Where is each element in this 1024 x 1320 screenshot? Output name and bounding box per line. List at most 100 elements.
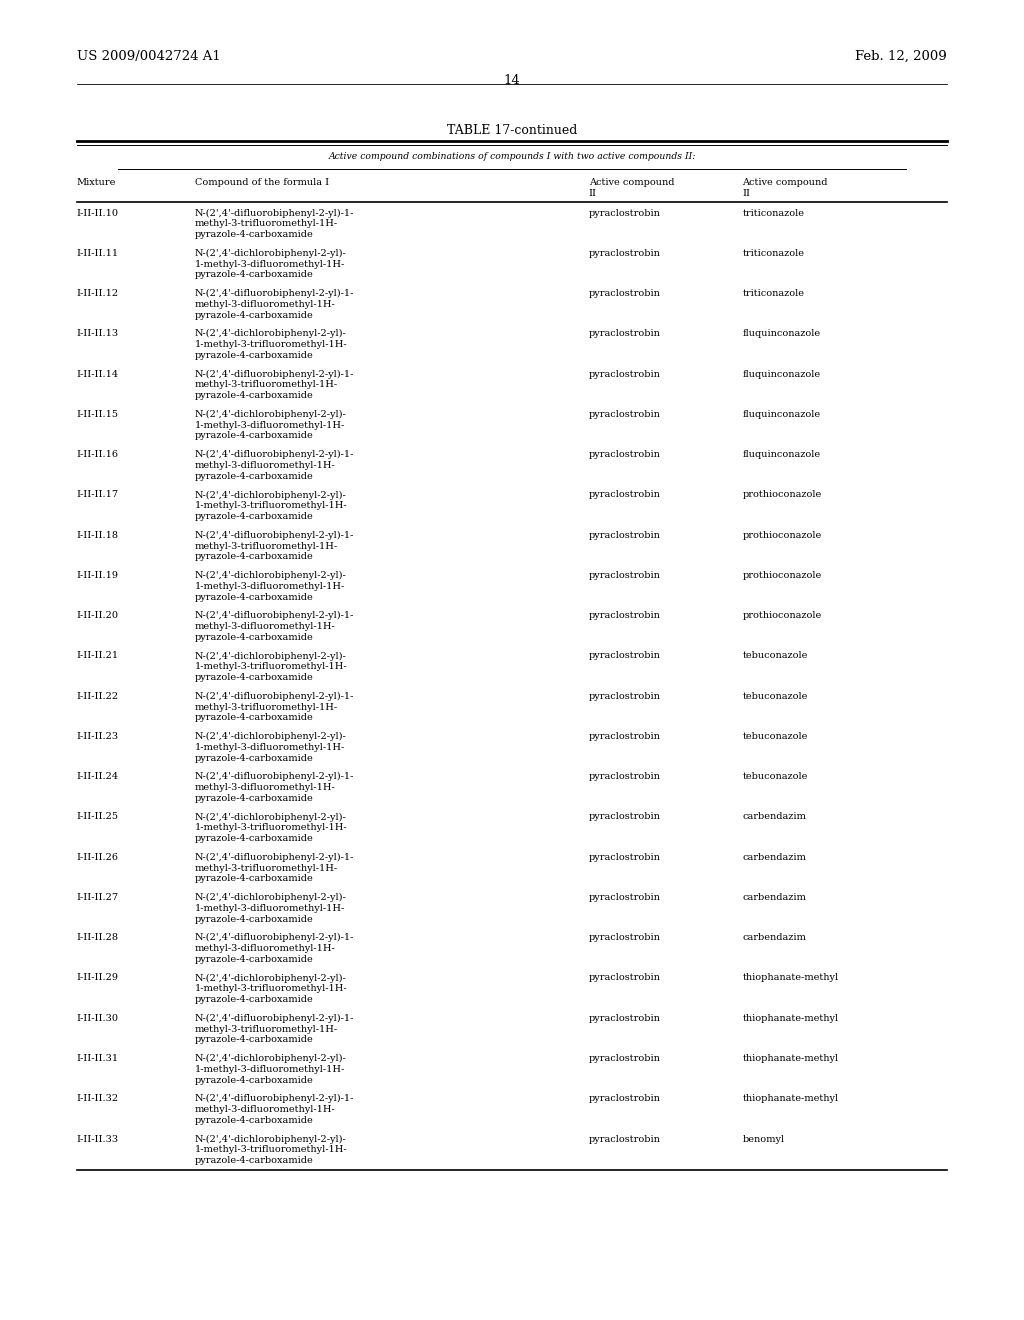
Text: I-II-II.33: I-II-II.33: [77, 1135, 119, 1143]
Text: Compound of the formula I: Compound of the formula I: [195, 178, 329, 187]
Text: TABLE 17-continued: TABLE 17-continued: [446, 124, 578, 137]
Text: fluquinconazole: fluquinconazole: [742, 370, 820, 379]
Text: fluquinconazole: fluquinconazole: [742, 330, 820, 338]
Text: I-II-II.28: I-II-II.28: [77, 933, 119, 942]
Text: I-II-II.31: I-II-II.31: [77, 1053, 119, 1063]
Text: thiophanate-methyl: thiophanate-methyl: [742, 1014, 839, 1023]
Text: I-II-II.13: I-II-II.13: [77, 330, 119, 338]
Text: N-(2',4'-dichlorobiphenyl-2-yl)-
1-methyl-3-trifluoromethyl-1H-
pyrazole-4-carbo: N-(2',4'-dichlorobiphenyl-2-yl)- 1-methy…: [195, 1135, 347, 1166]
Text: benomyl: benomyl: [742, 1135, 784, 1143]
Text: I-II-II.27: I-II-II.27: [77, 892, 119, 902]
Text: I-II-II.18: I-II-II.18: [77, 531, 119, 540]
Text: pyraclostrobin: pyraclostrobin: [589, 1053, 660, 1063]
Text: pyraclostrobin: pyraclostrobin: [589, 772, 660, 781]
Text: 14: 14: [504, 74, 520, 87]
Text: I-II-II.23: I-II-II.23: [77, 731, 119, 741]
Text: US 2009/0042724 A1: US 2009/0042724 A1: [77, 50, 220, 63]
Text: N-(2',4'-difluorobiphenyl-2-yl)-1-
methyl-3-trifluoromethyl-1H-
pyrazole-4-carbo: N-(2',4'-difluorobiphenyl-2-yl)-1- methy…: [195, 692, 354, 722]
Text: Active compound combinations of compounds I with two active compounds II:: Active compound combinations of compound…: [329, 152, 695, 161]
Text: I-II-II.21: I-II-II.21: [77, 652, 119, 660]
Text: N-(2',4'-difluorobiphenyl-2-yl)-1-
methyl-3-difluoromethyl-1H-
pyrazole-4-carbox: N-(2',4'-difluorobiphenyl-2-yl)-1- methy…: [195, 611, 354, 642]
Text: I-II-II.15: I-II-II.15: [77, 409, 119, 418]
Text: pyraclostrobin: pyraclostrobin: [589, 330, 660, 338]
Text: pyraclostrobin: pyraclostrobin: [589, 813, 660, 821]
Text: pyraclostrobin: pyraclostrobin: [589, 652, 660, 660]
Text: I-II-II.22: I-II-II.22: [77, 692, 119, 701]
Text: tebuconazole: tebuconazole: [742, 731, 808, 741]
Text: N-(2',4'-dichlorobiphenyl-2-yl)-
1-methyl-3-trifluoromethyl-1H-
pyrazole-4-carbo: N-(2',4'-dichlorobiphenyl-2-yl)- 1-methy…: [195, 652, 347, 682]
Text: pyraclostrobin: pyraclostrobin: [589, 611, 660, 620]
Text: prothioconazole: prothioconazole: [742, 570, 821, 579]
Text: carbendazim: carbendazim: [742, 933, 806, 942]
Text: N-(2',4'-difluorobiphenyl-2-yl)-1-
methyl-3-trifluoromethyl-1H-
pyrazole-4-carbo: N-(2',4'-difluorobiphenyl-2-yl)-1- methy…: [195, 370, 354, 400]
Text: N-(2',4'-dichlorobiphenyl-2-yl)-
1-methyl-3-difluoromethyl-1H-
pyrazole-4-carbox: N-(2',4'-dichlorobiphenyl-2-yl)- 1-methy…: [195, 409, 346, 441]
Text: N-(2',4'-dichlorobiphenyl-2-yl)-
1-methyl-3-trifluoromethyl-1H-
pyrazole-4-carbo: N-(2',4'-dichlorobiphenyl-2-yl)- 1-methy…: [195, 491, 347, 521]
Text: pyraclostrobin: pyraclostrobin: [589, 531, 660, 540]
Text: N-(2',4'-difluorobiphenyl-2-yl)-1-
methyl-3-trifluoromethyl-1H-
pyrazole-4-carbo: N-(2',4'-difluorobiphenyl-2-yl)-1- methy…: [195, 1014, 354, 1044]
Text: Active compound
II: Active compound II: [742, 178, 827, 198]
Text: pyraclostrobin: pyraclostrobin: [589, 933, 660, 942]
Text: thiophanate-methyl: thiophanate-methyl: [742, 1094, 839, 1104]
Text: N-(2',4'-difluorobiphenyl-2-yl)-1-
methyl-3-trifluoromethyl-1H-
pyrazole-4-carbo: N-(2',4'-difluorobiphenyl-2-yl)-1- methy…: [195, 209, 354, 239]
Text: I-II-II.32: I-II-II.32: [77, 1094, 119, 1104]
Text: triticonazole: triticonazole: [742, 289, 805, 298]
Text: N-(2',4'-difluorobiphenyl-2-yl)-1-
methyl-3-trifluoromethyl-1H-
pyrazole-4-carbo: N-(2',4'-difluorobiphenyl-2-yl)-1- methy…: [195, 853, 354, 883]
Text: N-(2',4'-dichlorobiphenyl-2-yl)-
1-methyl-3-difluoromethyl-1H-
pyrazole-4-carbox: N-(2',4'-dichlorobiphenyl-2-yl)- 1-methy…: [195, 731, 346, 763]
Text: pyraclostrobin: pyraclostrobin: [589, 731, 660, 741]
Text: I-II-II.17: I-II-II.17: [77, 491, 119, 499]
Text: N-(2',4'-dichlorobiphenyl-2-yl)-
1-methyl-3-difluoromethyl-1H-
pyrazole-4-carbox: N-(2',4'-dichlorobiphenyl-2-yl)- 1-methy…: [195, 1053, 346, 1085]
Text: I-II-II.25: I-II-II.25: [77, 813, 119, 821]
Text: I-II-II.26: I-II-II.26: [77, 853, 119, 862]
Text: I-II-II.29: I-II-II.29: [77, 974, 119, 982]
Text: pyraclostrobin: pyraclostrobin: [589, 409, 660, 418]
Text: N-(2',4'-difluorobiphenyl-2-yl)-1-
methyl-3-difluoromethyl-1H-
pyrazole-4-carbox: N-(2',4'-difluorobiphenyl-2-yl)-1- methy…: [195, 772, 354, 803]
Text: pyraclostrobin: pyraclostrobin: [589, 248, 660, 257]
Text: N-(2',4'-dichlorobiphenyl-2-yl)-
1-methyl-3-trifluoromethyl-1H-
pyrazole-4-carbo: N-(2',4'-dichlorobiphenyl-2-yl)- 1-methy…: [195, 813, 347, 843]
Text: N-(2',4'-difluorobiphenyl-2-yl)-1-
methyl-3-trifluoromethyl-1H-
pyrazole-4-carbo: N-(2',4'-difluorobiphenyl-2-yl)-1- methy…: [195, 531, 354, 561]
Text: pyraclostrobin: pyraclostrobin: [589, 1135, 660, 1143]
Text: thiophanate-methyl: thiophanate-methyl: [742, 1053, 839, 1063]
Text: N-(2',4'-difluorobiphenyl-2-yl)-1-
methyl-3-difluoromethyl-1H-
pyrazole-4-carbox: N-(2',4'-difluorobiphenyl-2-yl)-1- methy…: [195, 289, 354, 319]
Text: pyraclostrobin: pyraclostrobin: [589, 692, 660, 701]
Text: Active compound
II: Active compound II: [589, 178, 674, 198]
Text: I-II-II.16: I-II-II.16: [77, 450, 119, 459]
Text: I-II-II.10: I-II-II.10: [77, 209, 119, 218]
Text: fluquinconazole: fluquinconazole: [742, 409, 820, 418]
Text: pyraclostrobin: pyraclostrobin: [589, 853, 660, 862]
Text: I-II-II.11: I-II-II.11: [77, 248, 119, 257]
Text: Mixture: Mixture: [77, 178, 116, 187]
Text: N-(2',4'-difluorobiphenyl-2-yl)-1-
methyl-3-difluoromethyl-1H-
pyrazole-4-carbox: N-(2',4'-difluorobiphenyl-2-yl)-1- methy…: [195, 933, 354, 964]
Text: I-II-II.14: I-II-II.14: [77, 370, 119, 379]
Text: N-(2',4'-dichlorobiphenyl-2-yl)-
1-methyl-3-difluoromethyl-1H-
pyrazole-4-carbox: N-(2',4'-dichlorobiphenyl-2-yl)- 1-methy…: [195, 248, 346, 280]
Text: carbendazim: carbendazim: [742, 853, 806, 862]
Text: fluquinconazole: fluquinconazole: [742, 450, 820, 459]
Text: N-(2',4'-dichlorobiphenyl-2-yl)-
1-methyl-3-trifluoromethyl-1H-
pyrazole-4-carbo: N-(2',4'-dichlorobiphenyl-2-yl)- 1-methy…: [195, 330, 347, 360]
Text: tebuconazole: tebuconazole: [742, 692, 808, 701]
Text: pyraclostrobin: pyraclostrobin: [589, 1094, 660, 1104]
Text: pyraclostrobin: pyraclostrobin: [589, 491, 660, 499]
Text: prothioconazole: prothioconazole: [742, 531, 821, 540]
Text: N-(2',4'-difluorobiphenyl-2-yl)-1-
methyl-3-difluoromethyl-1H-
pyrazole-4-carbox: N-(2',4'-difluorobiphenyl-2-yl)-1- methy…: [195, 450, 354, 480]
Text: pyraclostrobin: pyraclostrobin: [589, 370, 660, 379]
Text: carbendazim: carbendazim: [742, 813, 806, 821]
Text: tebuconazole: tebuconazole: [742, 652, 808, 660]
Text: I-II-II.24: I-II-II.24: [77, 772, 119, 781]
Text: tebuconazole: tebuconazole: [742, 772, 808, 781]
Text: prothioconazole: prothioconazole: [742, 491, 821, 499]
Text: pyraclostrobin: pyraclostrobin: [589, 570, 660, 579]
Text: N-(2',4'-difluorobiphenyl-2-yl)-1-
methyl-3-difluoromethyl-1H-
pyrazole-4-carbox: N-(2',4'-difluorobiphenyl-2-yl)-1- methy…: [195, 1094, 354, 1125]
Text: thiophanate-methyl: thiophanate-methyl: [742, 974, 839, 982]
Text: pyraclostrobin: pyraclostrobin: [589, 1014, 660, 1023]
Text: I-II-II.19: I-II-II.19: [77, 570, 119, 579]
Text: N-(2',4'-dichlorobiphenyl-2-yl)-
1-methyl-3-difluoromethyl-1H-
pyrazole-4-carbox: N-(2',4'-dichlorobiphenyl-2-yl)- 1-methy…: [195, 570, 346, 602]
Text: pyraclostrobin: pyraclostrobin: [589, 209, 660, 218]
Text: I-II-II.12: I-II-II.12: [77, 289, 119, 298]
Text: N-(2',4'-dichlorobiphenyl-2-yl)-
1-methyl-3-trifluoromethyl-1H-
pyrazole-4-carbo: N-(2',4'-dichlorobiphenyl-2-yl)- 1-methy…: [195, 974, 347, 1005]
Text: pyraclostrobin: pyraclostrobin: [589, 289, 660, 298]
Text: N-(2',4'-dichlorobiphenyl-2-yl)-
1-methyl-3-difluoromethyl-1H-
pyrazole-4-carbox: N-(2',4'-dichlorobiphenyl-2-yl)- 1-methy…: [195, 892, 346, 924]
Text: pyraclostrobin: pyraclostrobin: [589, 450, 660, 459]
Text: prothioconazole: prothioconazole: [742, 611, 821, 620]
Text: I-II-II.30: I-II-II.30: [77, 1014, 119, 1023]
Text: triticonazole: triticonazole: [742, 248, 805, 257]
Text: triticonazole: triticonazole: [742, 209, 805, 218]
